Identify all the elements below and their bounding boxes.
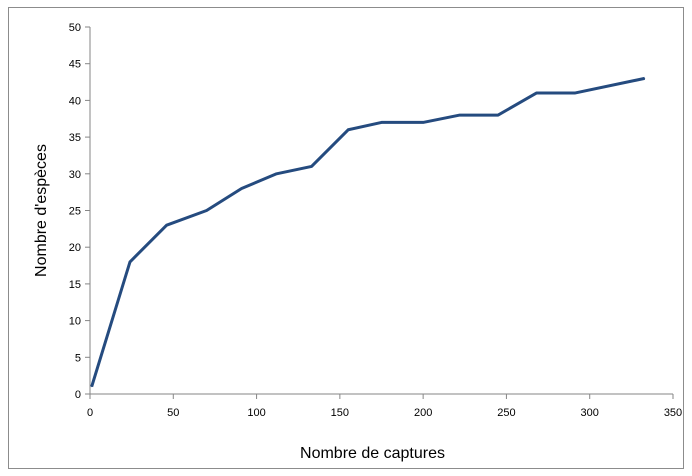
y-tick-label: 25 (69, 206, 81, 218)
data-point (497, 114, 499, 116)
y-tick-label: 35 (69, 132, 81, 144)
x-tick-label: 50 (167, 407, 179, 419)
data-point (91, 386, 93, 388)
chart-frame (8, 7, 684, 469)
y-tick-label: 30 (69, 169, 81, 181)
y-tick-label: 50 (69, 22, 81, 34)
data-point (644, 77, 646, 79)
y-tick-label: 40 (69, 95, 81, 107)
data-point (311, 165, 313, 167)
data-point (381, 121, 382, 123)
x-tick-label: 0 (87, 407, 93, 419)
data-point (459, 114, 461, 116)
y-tick-label: 20 (69, 242, 81, 254)
x-tick-label: 300 (581, 407, 599, 419)
data-point (206, 210, 208, 211)
y-tick-label: 15 (69, 279, 81, 291)
data-point (574, 92, 576, 94)
y-axis-title: Nombre d'espèces (33, 144, 50, 277)
x-tick-label: 350 (664, 407, 682, 419)
x-tick-label: 150 (331, 407, 349, 419)
y-tick-label: 5 (75, 352, 81, 364)
x-axis-ticks: 0 50 100 150 200 250 300 350 (87, 394, 682, 419)
x-tick-label: 250 (497, 407, 515, 419)
y-axis-ticks: 0 5 10 15 20 25 30 35 40 45 50 (69, 22, 90, 401)
y-tick-label: 0 (75, 389, 81, 401)
y-tick-label: 45 (69, 59, 81, 71)
data-point (166, 224, 168, 226)
data-point (535, 92, 537, 94)
data-point (422, 121, 424, 123)
series-group (90, 76, 646, 388)
data-point (129, 261, 131, 263)
x-tick-label: 100 (247, 407, 265, 419)
x-axis-title: Nombre de captures (300, 445, 445, 462)
series-line (90, 76, 645, 388)
data-point (276, 173, 278, 175)
data-point (347, 129, 349, 131)
data-point (241, 187, 243, 189)
x-tick-label: 200 (414, 407, 432, 419)
y-tick-label: 10 (69, 316, 81, 328)
